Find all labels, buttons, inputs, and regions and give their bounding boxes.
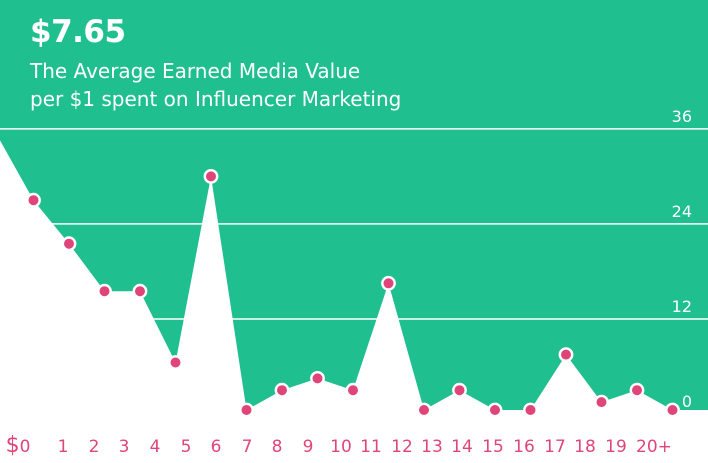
data-point-17 <box>594 394 609 410</box>
area-fill <box>0 0 708 410</box>
x-tick-label-5: 5 <box>181 437 192 457</box>
data-point-7 <box>239 402 254 418</box>
y-tick-label-0: 0 <box>682 392 692 411</box>
x-tick-label-0: $0 <box>6 433 31 458</box>
x-tick-label-20: 20+ <box>636 437 672 457</box>
data-point-18 <box>629 382 645 398</box>
x-tick-label-12: 12 <box>391 437 413 457</box>
x-tick-label-10: 10 <box>330 437 352 457</box>
subtitle-line-2: per $1 spent on Influencer Marketing <box>30 87 402 111</box>
y-tick-label-36: 36 <box>672 107 692 126</box>
data-point-16 <box>558 347 574 362</box>
y-tick-label-24: 24 <box>672 202 692 221</box>
x-tick-label-9: 9 <box>303 437 314 457</box>
data-point-2 <box>61 236 77 252</box>
x-tick-label-6: 6 <box>211 437 222 457</box>
x-tick-label-2: 2 <box>89 437 100 457</box>
x-tick-label-1: 1 <box>58 437 69 457</box>
data-point-19 <box>665 402 680 418</box>
data-point-1 <box>26 192 41 208</box>
data-point-9 <box>310 370 325 386</box>
data-point-4 <box>132 283 148 299</box>
data-point-11 <box>381 275 396 291</box>
x-tick-label-8: 8 <box>272 437 283 457</box>
x-tick-label-14: 14 <box>451 437 473 457</box>
data-point-13 <box>452 382 467 398</box>
data-point-15 <box>523 402 538 418</box>
x-tick-label-11: 11 <box>360 437 382 457</box>
x-tick-label-15: 15 <box>482 437 504 457</box>
x-tick-label-3: 3 <box>119 437 130 457</box>
data-point-5 <box>168 355 183 370</box>
data-point-12 <box>416 402 432 418</box>
data-point-3 <box>97 283 112 299</box>
x-tick-label-4: 4 <box>150 437 161 457</box>
headline-value: $7.65 <box>30 14 126 50</box>
x-tick-label-13: 13 <box>421 437 443 457</box>
x-tick-label-17: 17 <box>544 437 566 457</box>
y-tick-label-12: 12 <box>672 297 692 316</box>
subtitle-line-1: The Average Earned Media Value <box>30 59 361 83</box>
data-point-14 <box>487 402 503 418</box>
x-tick-label-19: 19 <box>605 437 627 457</box>
x-tick-label-18: 18 <box>574 437 596 457</box>
data-point-10 <box>345 382 361 398</box>
x-tick-label-7: 7 <box>242 437 253 457</box>
x-tick-label-16: 16 <box>513 437 535 457</box>
data-point-6 <box>203 168 219 184</box>
data-point-8 <box>274 382 290 398</box>
